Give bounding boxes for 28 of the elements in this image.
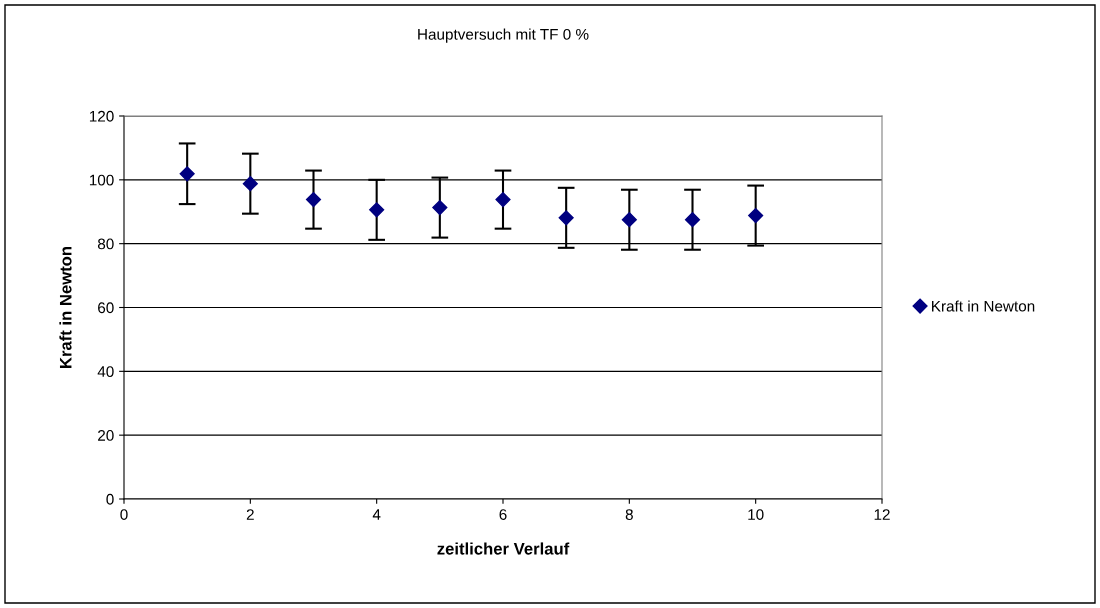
point (369, 202, 385, 218)
x-tick-label: 12 (874, 509, 890, 520)
y-tick-label: 100 (89, 174, 114, 186)
legend-label: Kraft in Newton (932, 300, 1035, 312)
x-tick-label: 4 (372, 509, 381, 520)
y-tick-label: 40 (97, 366, 114, 378)
point (179, 166, 195, 182)
x-tick-label: 6 (499, 509, 507, 520)
point (558, 210, 574, 226)
x-axis-title: zeitlicher Verlauf (437, 542, 570, 555)
point (684, 212, 701, 228)
x-tick-label: 10 (748, 509, 764, 520)
point (432, 200, 448, 216)
x-tick-label: 0 (120, 509, 128, 520)
point (495, 192, 511, 208)
chart-title: Hauptversuch mit TF 0 % (418, 28, 589, 43)
y-tick-label: 120 (89, 110, 114, 122)
y-tick-label: 60 (98, 302, 114, 314)
x-tick-label: 8 (625, 509, 633, 520)
y-tick-label: 80 (97, 238, 114, 250)
y-tick-label: 20 (98, 430, 114, 441)
y-axis-title: Kraft in Newton (59, 246, 72, 368)
y-tick-label: 0 (106, 493, 114, 505)
x-tick-label: 2 (246, 509, 254, 520)
point (621, 212, 637, 228)
point (748, 208, 764, 224)
point (305, 192, 322, 208)
point (242, 176, 258, 192)
